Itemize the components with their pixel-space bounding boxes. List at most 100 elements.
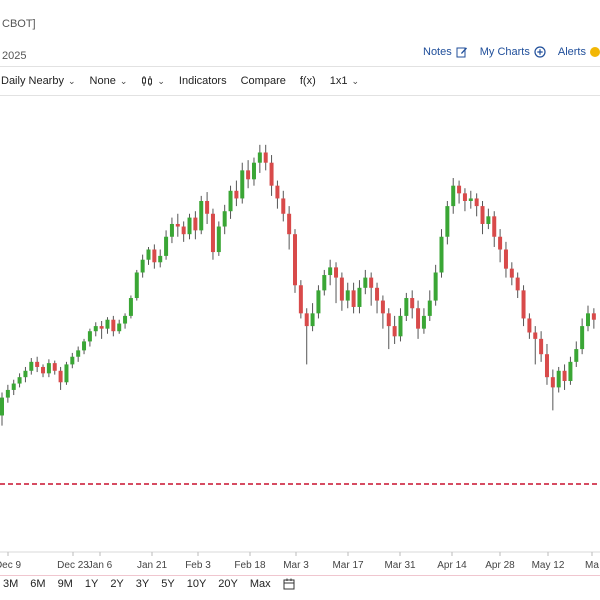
period-label: Daily Nearby xyxy=(1,75,64,87)
candle xyxy=(580,318,585,355)
candle xyxy=(398,308,403,342)
candle xyxy=(451,178,456,214)
candle xyxy=(41,364,46,378)
candle xyxy=(310,303,315,332)
candle xyxy=(509,262,514,286)
candle xyxy=(152,244,157,269)
range-max[interactable]: Max xyxy=(249,578,271,590)
candle xyxy=(433,264,438,306)
candle xyxy=(175,213,180,237)
candle xyxy=(216,221,221,256)
range-5y[interactable]: 5Y xyxy=(161,578,175,590)
layout-dropdown[interactable]: 1x1 ⌄ xyxy=(330,75,359,87)
candle xyxy=(5,384,10,403)
candle xyxy=(363,269,368,295)
candle xyxy=(64,361,69,385)
candle xyxy=(334,262,339,304)
candle xyxy=(228,185,233,219)
candle xyxy=(486,208,491,230)
x-tick-label: Ma xyxy=(585,560,599,571)
candle xyxy=(275,180,280,209)
candle xyxy=(187,213,192,240)
header-links: Notes My Charts Alerts xyxy=(423,46,600,58)
candle xyxy=(568,356,573,385)
x-tick-label: Mar 17 xyxy=(332,560,364,571)
chevron-down-icon: ⌄ xyxy=(157,75,165,86)
candle xyxy=(164,230,169,260)
chart-type-dropdown[interactable]: ⌄ xyxy=(141,75,165,87)
candle xyxy=(105,317,110,334)
chevron-down-icon: ⌄ xyxy=(351,75,360,86)
indicators-button[interactable]: Indicators xyxy=(178,75,227,87)
function-button[interactable]: f(x) xyxy=(299,75,316,87)
compare-button[interactable]: Compare xyxy=(240,75,286,87)
candle xyxy=(35,356,40,373)
candle xyxy=(58,366,63,390)
range-divider xyxy=(0,575,600,576)
range-1y[interactable]: 1Y xyxy=(84,578,99,590)
x-tick-label: Apr 14 xyxy=(437,560,467,571)
candle xyxy=(76,346,81,362)
candle xyxy=(0,392,4,426)
edit-icon xyxy=(456,47,467,58)
candle xyxy=(181,221,186,242)
range-3y[interactable]: 3Y xyxy=(135,578,150,590)
candle xyxy=(246,160,251,189)
candle xyxy=(515,272,520,299)
candle xyxy=(550,369,555,411)
range-9m[interactable]: 9M xyxy=(57,578,73,590)
candle xyxy=(380,295,385,329)
x-tick-label: Jan 6 xyxy=(88,560,113,571)
range-6m[interactable]: 6M xyxy=(30,578,46,590)
candle xyxy=(99,321,104,339)
range-20y[interactable]: 20Y xyxy=(218,578,238,590)
candle xyxy=(416,300,421,339)
candle xyxy=(158,249,163,268)
alerts-link[interactable]: Alerts xyxy=(558,46,600,58)
candle xyxy=(205,192,210,224)
candle xyxy=(117,319,122,334)
candle xyxy=(503,241,508,278)
candle xyxy=(269,155,274,196)
range-10y[interactable]: 10Y xyxy=(186,578,207,590)
candle xyxy=(316,285,321,319)
calendar-icon[interactable] xyxy=(283,578,295,590)
my-charts-link[interactable]: My Charts xyxy=(480,46,546,58)
candle xyxy=(281,190,286,222)
candle xyxy=(234,180,239,207)
notes-link[interactable]: Notes xyxy=(423,46,468,58)
candle xyxy=(457,180,462,204)
range-3m[interactable]: 3M xyxy=(3,578,19,590)
candle xyxy=(562,364,567,390)
alerts-label: Alerts xyxy=(557,46,586,58)
candle xyxy=(468,190,473,209)
candle xyxy=(591,308,596,329)
candle xyxy=(23,366,28,383)
x-tick-label: Feb 3 xyxy=(185,560,211,571)
period-dropdown[interactable]: Daily Nearby ⌄ xyxy=(1,75,76,87)
candle xyxy=(544,343,549,385)
candle xyxy=(586,305,590,332)
chart-toolbar: Daily Nearby ⌄ None ⌄ ⌄ Indicators Compa… xyxy=(0,68,373,94)
chevron-down-icon: ⌄ xyxy=(119,75,128,86)
candle xyxy=(87,328,92,347)
candle xyxy=(533,326,538,365)
candle xyxy=(421,308,426,334)
candle xyxy=(17,373,22,388)
candle xyxy=(11,379,16,396)
candle xyxy=(427,290,432,321)
overlay-dropdown[interactable]: None ⌄ xyxy=(90,75,128,87)
x-tick-label: Mar 31 xyxy=(384,560,416,571)
candle xyxy=(128,295,133,319)
candle xyxy=(123,313,128,329)
range-2y[interactable]: 2Y xyxy=(110,578,124,590)
candle xyxy=(322,269,327,296)
candle xyxy=(210,208,215,260)
candle xyxy=(498,229,503,263)
candle xyxy=(46,359,51,378)
x-tick-label: Jan 21 xyxy=(137,560,167,571)
candle xyxy=(93,322,98,337)
candle xyxy=(521,285,526,327)
plus-circle-icon xyxy=(534,46,546,58)
